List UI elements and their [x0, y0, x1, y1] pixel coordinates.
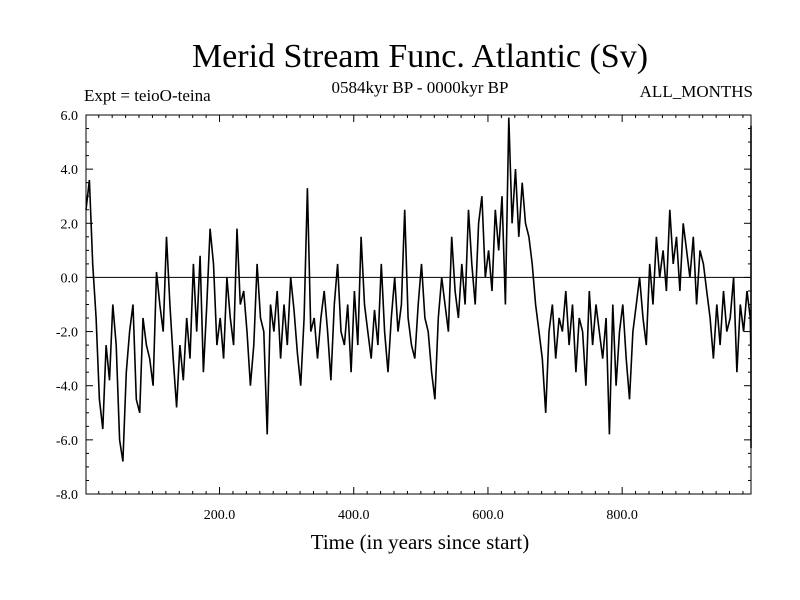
series-line — [85, 117, 752, 462]
y-tick-label: -2.0 — [56, 326, 78, 341]
chart-title: Merid Stream Func. Atlantic (Sv) — [191, 38, 649, 75]
experiment-label: Expt = teioO-teina — [84, 86, 211, 105]
months-label: ALL_MONTHS — [639, 82, 753, 101]
x-tick-label: 200.0 — [204, 508, 236, 523]
x-tick-label: 400.0 — [338, 508, 370, 523]
plot-area: -8.0 -6.0 -4.0 -2.0 0.0 2.0 4.0 6.0 200.0 400.0 60… — [56, 109, 752, 523]
x-axis-title: Time (in years since start) — [311, 530, 530, 554]
y-tick-label: -6.0 — [56, 434, 78, 449]
period-label: 0584kyr BP - 0000kyr BP — [331, 78, 509, 97]
x-tick-label: 600.0 — [472, 508, 504, 523]
y-tick-label: 6.0 — [61, 109, 79, 124]
y-tick-label: 2.0 — [61, 217, 79, 232]
y-tick-label: -4.0 — [56, 380, 78, 395]
y-tick-label: 0.0 — [61, 271, 79, 286]
y-tick-label: 4.0 — [61, 163, 79, 178]
y-tick-label: -8.0 — [56, 488, 78, 503]
x-tick-label: 800.0 — [606, 508, 638, 523]
